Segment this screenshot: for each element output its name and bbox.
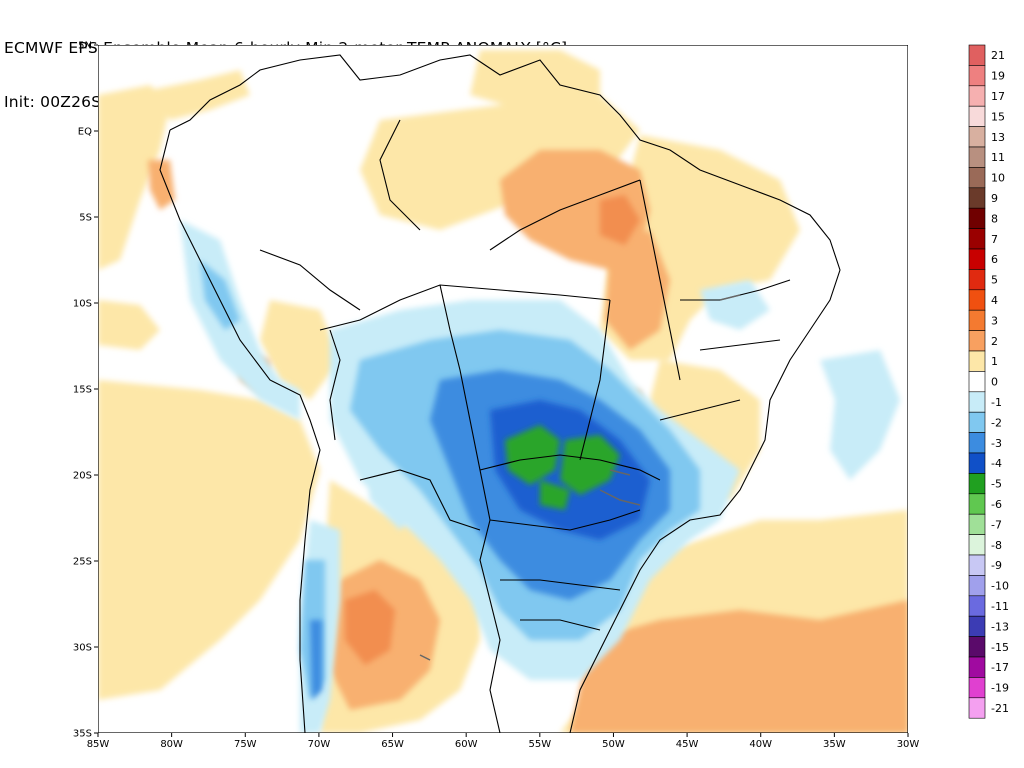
colorbar-label: 3 [991, 314, 998, 327]
colorbar-swatch [968, 126, 986, 148]
colorbar-swatch [968, 65, 986, 87]
colorbar-swatch [968, 391, 986, 413]
lon-tick-label: 65W [381, 739, 404, 750]
lon-tick-label: 75W [234, 739, 257, 750]
colorbar-label: -4 [991, 457, 1002, 470]
colorbar-label: 10 [991, 172, 1005, 185]
lon-tick-label: 55W [529, 739, 552, 750]
colorbar-label: 6 [991, 253, 998, 266]
colorbar-swatch [968, 432, 986, 454]
colorbar-swatch [968, 534, 986, 556]
colorbar-label: -3 [991, 437, 1002, 450]
lon-tick-label: 85W [87, 739, 110, 750]
colorbar-swatch [968, 473, 986, 495]
colorbar-swatch [968, 452, 986, 474]
lon-tick-label: 45W [676, 739, 699, 750]
colorbar-label: 19 [991, 70, 1005, 83]
lat-tick-label: 30S [73, 643, 92, 654]
lon-tick-label: 50W [602, 739, 625, 750]
water-bodies [419, 294, 741, 661]
lon-tick-label: 40W [749, 739, 772, 750]
colorbar-swatch [968, 228, 986, 250]
colorbar-label: 4 [991, 294, 998, 307]
colorbar-label: -8 [991, 539, 1002, 552]
lon-tick-label: 60W [455, 739, 478, 750]
warm-anomaly-plus3 [345, 195, 640, 665]
colorbar-label: 8 [991, 212, 998, 225]
colorbar-swatch [968, 656, 986, 678]
colorbar-label: 0 [991, 376, 998, 389]
colorbar-label: -21 [991, 702, 1009, 715]
colorbar-label: 17 [991, 90, 1005, 103]
colorbar-label: -5 [991, 478, 1002, 491]
colorbar-swatch [968, 248, 986, 270]
colorbar-label: -17 [991, 661, 1009, 674]
colorbar-swatch [968, 309, 986, 331]
colorbar-label: 5 [991, 274, 998, 287]
colorbar-swatch [968, 493, 986, 515]
colorbar-swatch [968, 207, 986, 229]
colorbar-label: -1 [991, 396, 1002, 409]
colorbar-swatch [968, 330, 986, 352]
lon-tick-label: 30W [897, 739, 920, 750]
colorbar-label: 7 [991, 233, 998, 246]
colorbar-label: -7 [991, 518, 1002, 531]
political-borders [159, 54, 841, 733]
lon-axis: 85W 80W 75W 70W 65W 60W 55W 50W 45W 40W 35W 30W [87, 733, 920, 750]
colorbar-swatch [968, 167, 986, 189]
colorbar-label: 13 [991, 131, 1005, 144]
colorbar-swatch [968, 187, 986, 209]
colorbar-swatch [968, 615, 986, 637]
colorbar-label: -15 [991, 641, 1009, 654]
colorbar-label: -10 [991, 580, 1009, 593]
colorbar-swatch [968, 575, 986, 597]
colorbar-swatch [968, 269, 986, 291]
lat-tick-label: 5N [78, 41, 92, 52]
colorbar-swatch [968, 677, 986, 699]
lat-tick-label: EQ [78, 127, 92, 138]
lon-tick-label: 80W [160, 739, 183, 750]
lon-tick-label: 70W [308, 739, 331, 750]
lat-tick-label: 20S [73, 471, 92, 482]
colorbar-label: -13 [991, 620, 1009, 633]
colorbar-label: 11 [991, 151, 1005, 164]
colorbar-label: 9 [991, 192, 998, 205]
colorbar-swatch [968, 411, 986, 433]
colorbar-label: -2 [991, 416, 1002, 429]
colorbar: 211917151311109876543210-1-2-3-4-5-6-7-8… [968, 44, 1009, 719]
lat-tick-label: 25S [73, 557, 92, 568]
colorbar-swatch [968, 697, 986, 719]
lat-tick-label: 35S [73, 729, 92, 740]
colorbar-swatch [968, 350, 986, 372]
colorbar-label: -11 [991, 600, 1009, 613]
colorbar-label: -9 [991, 559, 1002, 572]
lat-axis: 5N EQ 5S 10S 15S 20S 25S 30S 35S [73, 41, 98, 740]
colorbar-swatch [968, 371, 986, 393]
colorbar-swatch [968, 44, 986, 66]
lat-tick-label: 5S [79, 213, 92, 224]
colorbar-swatch [968, 105, 986, 127]
colorbar-swatch [968, 595, 986, 617]
lat-tick-label: 15S [73, 385, 92, 396]
colorbar-swatch [968, 146, 986, 168]
colorbar-label: -6 [991, 498, 1002, 511]
colorbar-swatch [968, 636, 986, 658]
colorbar-swatch [968, 85, 986, 107]
map-plot-area [98, 45, 908, 733]
cold-anomaly-minus5 [505, 425, 620, 510]
lat-tick-label: 10S [73, 299, 92, 310]
lon-tick-label: 35W [823, 739, 846, 750]
colorbar-label: 1 [991, 355, 998, 368]
colorbar-swatch [968, 554, 986, 576]
colorbar-label: 21 [991, 49, 1005, 62]
colorbar-label: 2 [991, 335, 998, 348]
colorbar-swatch [968, 289, 986, 311]
colorbar-label: 15 [991, 110, 1005, 123]
colorbar-label: -19 [991, 682, 1009, 695]
colorbar-swatch [968, 513, 986, 535]
